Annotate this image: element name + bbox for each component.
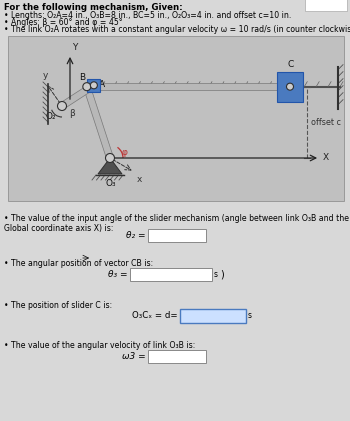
Text: For the following mechanism, Given:: For the following mechanism, Given: [4, 3, 183, 12]
Bar [130, 268, 212, 281]
Text: A: A [99, 80, 105, 89]
Text: • The value of the angular velocity of link O₃B is:: • The value of the angular velocity of l… [4, 341, 195, 350]
Bar [88, 79, 100, 92]
Text: s: s [248, 312, 252, 320]
Text: • Lengths: O₂A=4 in., O₃B=8 in., BC=5 in., O₂O₃=4 in. and offset c=10 in.: • Lengths: O₂A=4 in., O₃B=8 in., BC=5 in… [4, 11, 291, 20]
Text: x: x [137, 175, 142, 184]
Text: φ: φ [121, 148, 127, 157]
Text: s: s [214, 270, 218, 279]
Polygon shape [98, 158, 122, 174]
Bar [8, 36, 344, 201]
Text: • Angles: β = 60° and φ = 45°: • Angles: β = 60° and φ = 45° [4, 18, 122, 27]
Text: B: B [79, 73, 85, 82]
Polygon shape [87, 83, 290, 90]
Text: θ₂ =: θ₂ = [126, 231, 146, 240]
Text: y: y [43, 72, 48, 80]
Text: • The position of slider C is:: • The position of slider C is: [4, 301, 112, 310]
Polygon shape [84, 85, 113, 159]
Text: θ₃ =: θ₃ = [108, 270, 128, 279]
Text: X: X [323, 154, 329, 163]
Circle shape [57, 101, 66, 110]
Text: • The link O₂A rotates with a constant angular velocity ω = 10 rad/s (in counter: • The link O₂A rotates with a constant a… [4, 25, 350, 34]
Text: ): ) [220, 269, 224, 280]
Text: ω3 =: ω3 = [122, 352, 146, 361]
Text: O₂: O₂ [46, 112, 57, 121]
Text: β: β [69, 109, 75, 118]
Text: offset c: offset c [311, 118, 341, 127]
Text: O₃Cₓ = d=: O₃Cₓ = d= [132, 312, 178, 320]
Bar [148, 350, 206, 363]
Bar [148, 229, 206, 242]
Circle shape [287, 83, 294, 90]
Circle shape [105, 154, 114, 163]
Text: C: C [287, 60, 293, 69]
Text: O₃: O₃ [106, 179, 117, 188]
Bar [180, 309, 246, 323]
Bar [277, 72, 303, 101]
Text: • The value of the input angle of the slider mechanism (angle between link O₃B a: • The value of the input angle of the sl… [4, 214, 349, 233]
Bar [305, 0, 347, 11]
Circle shape [90, 82, 97, 89]
Circle shape [83, 83, 91, 91]
Text: Y: Y [72, 43, 77, 52]
Text: • The angular position of vector CB is:: • The angular position of vector CB is: [4, 259, 153, 268]
Polygon shape [60, 83, 96, 109]
